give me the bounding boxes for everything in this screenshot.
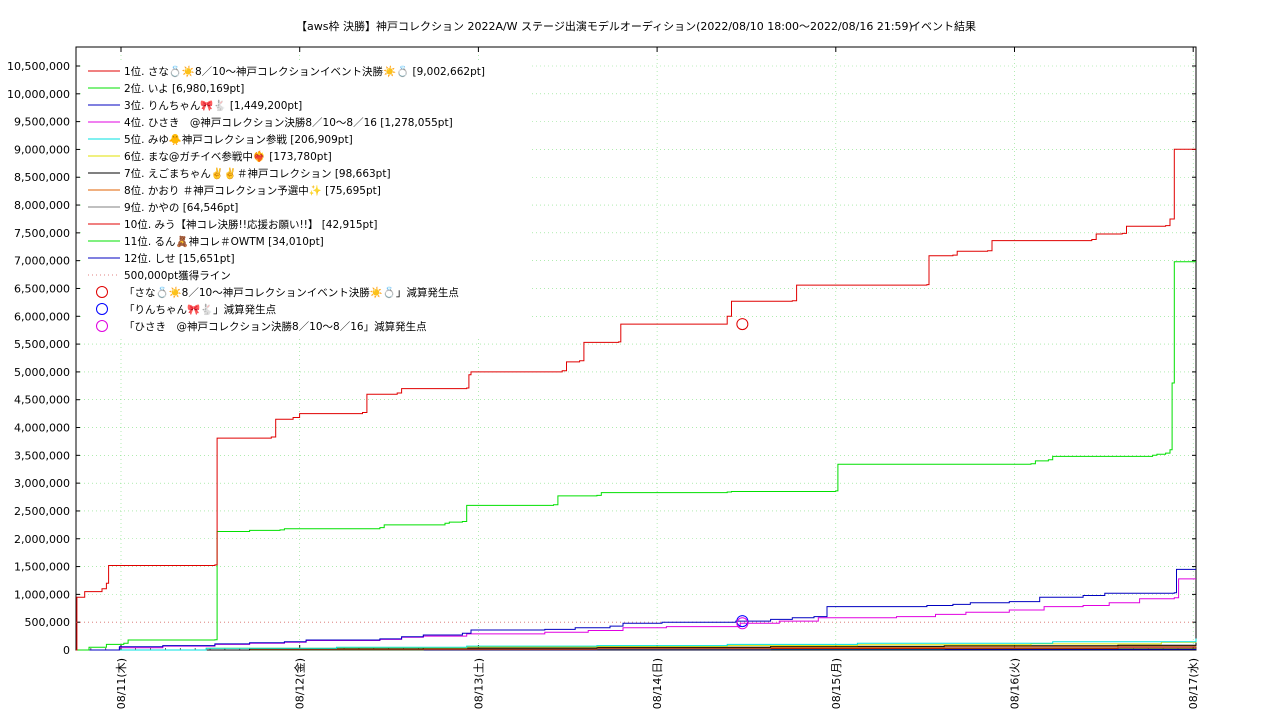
axes: 0 500,000 1,000,000 1,500,000 2,000,000 2,500…	[7, 46, 1200, 709]
x-tick-label: 08/17(水)	[1187, 658, 1200, 709]
legend-marker-swatch	[96, 303, 108, 315]
y-tick-label: 4,500,000	[14, 394, 70, 407]
y-tick-label: 8,000,000	[14, 199, 70, 212]
y-tick-label: 2,000,000	[14, 533, 70, 546]
x-tick-label: 08/12(金)	[293, 658, 307, 709]
y-tick-label: 7,000,000	[14, 255, 70, 268]
subtraction-marker	[736, 617, 749, 630]
legend-entry: 7位. えごまちゃん✌️✌️＃神戸コレクション [98,663pt]	[124, 167, 391, 180]
y-tick-label: 10,500,000	[7, 60, 70, 73]
legend: 1位. さな💍☀️8／10〜神戸コレクションイベント決勝☀️💍 [9,002,6…	[82, 60, 530, 338]
y-tick-label: 500,000	[25, 616, 71, 629]
legend-entry: 9位. かやの [64,546pt]	[124, 201, 238, 214]
legend-entry: 1位. さな💍☀️8／10〜神戸コレクションイベント決勝☀️💍 [9,002,6…	[124, 65, 485, 78]
series-line	[76, 148, 1196, 651]
legend-entry: 11位. るん🧸神コレ＃OWTM [34,010pt]	[124, 235, 324, 248]
legend-entry-marker: 「さな💍☀️8／10〜神戸コレクションイベント決勝☀️💍」減算発生点	[124, 286, 459, 299]
legend-entry-marker: 「りんちゃん🎀🐇」減算発生点	[124, 303, 276, 316]
x-tick-label: 08/14(日)	[651, 658, 664, 709]
x-tick-label: 08/13(土)	[472, 658, 485, 709]
chart-title: 【aws枠 決勝】神戸コレクション 2022A/W ステージ出演モデルオーディシ…	[296, 19, 913, 33]
legend-entry: 12位. しせ [15,651pt]	[124, 252, 235, 265]
legend-entry: 5位. みゆ🐥神戸コレクション参戦 [206,909pt]	[124, 133, 353, 146]
legend-background	[82, 60, 530, 338]
y-tick-label: 1,000,000	[14, 588, 70, 601]
x-tick-label: 08/11(木)	[115, 658, 128, 709]
legend-entry-reference: 500,000pt獲得ライン	[124, 269, 231, 282]
markers-group	[736, 318, 749, 630]
legend-entry: 2位. いよ [6,980,169pt]	[124, 82, 244, 95]
chart-subtitle: イベント結果	[910, 19, 976, 33]
y-tick-label: 4,000,000	[14, 422, 70, 435]
y-tick-label: 2,500,000	[14, 505, 70, 518]
legend-marker-swatch	[96, 286, 108, 298]
y-tick-label: 1,500,000	[14, 561, 70, 574]
legend-marker-swatch	[96, 320, 108, 332]
legend-entry: 8位. かおり ＃神戸コレクション予選中✨ [75,695pt]	[124, 184, 381, 197]
y-tick-label: 7,500,000	[14, 227, 70, 240]
y-tick-label: 3,000,000	[14, 477, 70, 490]
series-line	[76, 644, 1197, 651]
legend-entry: 4位. ひさき @神戸コレクション決勝8／10〜8／16 [1,278,055p…	[124, 116, 453, 129]
legend-entry-marker: 「ひさき @神戸コレクション決勝8／10〜8／16」減算発生点	[124, 320, 427, 333]
legend-entry: 6位. まな@ガチイベ参戦中❤️‍🔥 [173,780pt]	[124, 150, 332, 163]
grid	[76, 47, 1196, 650]
series-line	[76, 638, 1197, 651]
series-line	[76, 568, 1196, 651]
legend-entry: 10位. みう【神コレ決勝!!応援お願い!!】 [42,915pt]	[124, 218, 377, 231]
legend-entry: 3位. りんちゃん🎀🐇 [1,449,200pt]	[124, 99, 302, 112]
series-line	[76, 261, 1196, 651]
subtraction-marker	[736, 318, 749, 331]
x-tick-label: 08/15(月)	[830, 658, 843, 709]
y-tick-label: 6,500,000	[14, 282, 70, 295]
y-tick-label: 6,000,000	[14, 310, 70, 323]
series-group	[76, 148, 1197, 651]
y-tick-label: 5,500,000	[14, 338, 70, 351]
y-tick-label: 9,000,000	[14, 143, 70, 156]
x-tick-label: 08/16(火)	[1009, 658, 1022, 709]
y-tick-label: 9,500,000	[14, 116, 70, 129]
y-tick-label: 5,000,000	[14, 366, 70, 379]
y-tick-label: 3,500,000	[14, 449, 70, 462]
y-tick-label: 8,500,000	[14, 171, 70, 184]
y-tick-label: 0	[63, 644, 70, 657]
series-line	[76, 578, 1196, 651]
y-tick-label: 10,000,000	[7, 88, 70, 101]
